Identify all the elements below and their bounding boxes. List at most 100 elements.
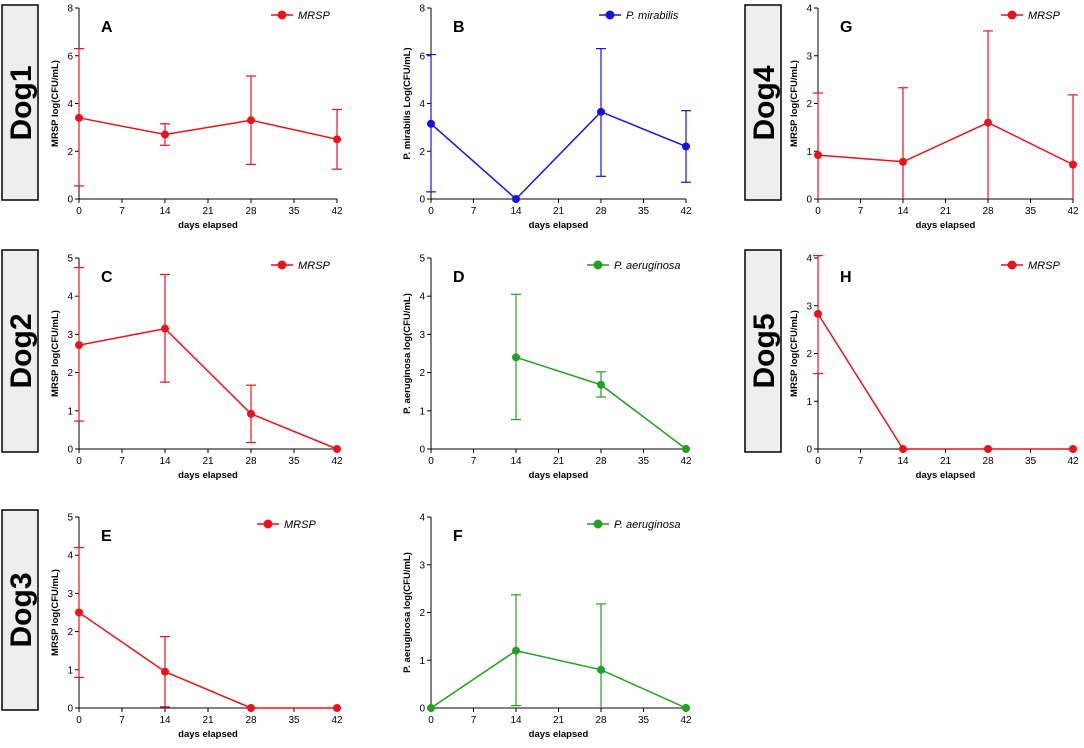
data-point [161,667,169,676]
data-point [984,445,992,453]
y-tick-label: 1 [419,406,425,417]
chart-panel-d: 0 1 2 3 4 5 0 7 14 21 28 35 42 days elapsed P. aerugin… [402,254,692,482]
row-label-box [1,249,39,453]
chart-panel-b: 0 2 4 6 8 0 7 14 21 28 35 42 days elapsed P. mirabili… [402,4,692,232]
panel-letter: A [101,19,113,36]
row-label-box [1,509,39,711]
data-point [1069,160,1077,169]
x-tick-label: 28 [245,456,257,467]
x-tick-label: 35 [638,206,650,217]
y-tick-label: 5 [419,254,425,265]
row-label-text: Dog1 [5,66,38,141]
y-tick-label: 2 [67,368,73,379]
data-point [682,142,690,151]
legend-label: MRSP [298,10,330,22]
x-tick-label: 0 [815,206,821,217]
x-tick-label: 28 [245,715,257,726]
y-tick-label: 4 [67,292,73,303]
x-tick-label: 35 [288,715,300,726]
y-tick-label: 8 [67,4,73,15]
x-tick-label: 14 [159,715,171,726]
y-tick-label: 2 [419,608,425,619]
x-tick-label: 42 [1067,456,1079,467]
data-point [75,608,83,617]
y-tick-label: 0 [419,445,425,456]
x-tick-label: 14 [510,456,522,467]
x-tick-label: 35 [1025,456,1037,467]
x-axis-title: days elapsed [529,470,589,481]
chart-panel-a: 0 2 4 6 8 0 7 14 21 28 35 42 days elapsed MRSP log(CF… [50,4,343,232]
chart-panel-g: 0 1 2 3 4 0 7 14 21 28 35 42 days elapsed MRSP log(CF… [789,4,1079,232]
x-tick-label: 0 [428,456,434,467]
y-tick-label: 0 [67,195,73,206]
data-point [427,704,435,712]
data-point [75,341,83,350]
legend-marker [277,10,287,20]
data-point [814,151,822,160]
y-tick-label: 2 [806,349,812,360]
x-tick-label: 0 [76,456,82,467]
y-axis-title: MRSP log(CFU/mL) [789,310,800,397]
data-point [597,665,605,674]
data-point [1069,445,1077,453]
legend-label: P. mirabilis [626,10,679,22]
y-tick-label: 4 [419,292,425,303]
y-tick-label: 3 [67,330,73,341]
x-tick-label: 21 [202,715,214,726]
x-tick-label: 42 [680,715,692,726]
x-tick-label: 7 [471,206,477,217]
x-tick-label: 0 [428,206,434,217]
x-tick-label: 7 [858,206,864,217]
data-point [333,704,341,712]
y-tick-label: 2 [419,368,425,379]
x-tick-label: 21 [553,206,565,217]
row-label-text: Dog5 [748,314,781,389]
y-tick-label: 4 [67,99,73,110]
x-tick-label: 28 [245,206,257,217]
y-axis-title: MRSP log(CFU/mL) [50,60,61,147]
data-point [682,704,690,712]
x-tick-label: 21 [553,715,565,726]
legend-label: MRSP [1028,260,1060,272]
data-point [512,353,520,362]
y-tick-label: 6 [419,51,425,62]
x-tick-label: 42 [331,715,343,726]
row-label-box [744,249,782,453]
legend-label: MRSP [284,519,316,531]
x-tick-label: 28 [982,456,994,467]
x-tick-label: 0 [428,715,434,726]
y-tick-label: 0 [806,195,812,206]
series-line [817,121,1074,166]
x-tick-label: 42 [331,206,343,217]
x-tick-label: 42 [680,206,692,217]
x-tick-label: 21 [940,456,952,467]
panel-letter: F [453,528,463,545]
y-tick-label: 2 [67,147,73,158]
y-tick-label: 6 [67,51,73,62]
panel-letter: D [453,269,465,286]
data-point [75,113,83,122]
chart-panel-e: 0 1 2 3 4 5 0 7 14 21 28 35 42 days elapsed MRSP log(C… [50,513,343,741]
x-tick-label: 21 [202,206,214,217]
y-tick-label: 4 [806,254,812,265]
x-tick-label: 0 [76,715,82,726]
y-tick-label: 4 [419,99,425,110]
chart-panel-f: 0 1 2 3 4 0 7 14 21 28 35 42 days elapsed P. aerugino… [402,513,692,741]
row-label-dog1: Dog1 [1,4,39,201]
x-tick-label: 14 [510,715,522,726]
row-label-box [1,4,39,201]
x-tick-label: 35 [288,456,300,467]
x-tick-label: 14 [159,206,171,217]
x-tick-label: 28 [595,456,607,467]
y-tick-label: 1 [806,147,812,158]
legend-marker [1007,260,1017,270]
x-tick-label: 7 [471,715,477,726]
series-line [817,313,1073,450]
y-axis-title: P. aeruginosa log(CFU/mL) [402,552,413,673]
series-line [78,327,338,450]
y-axis-title: MRSP log(CFU/mL) [50,569,61,656]
series-line [515,356,687,450]
y-tick-label: 0 [67,445,73,456]
